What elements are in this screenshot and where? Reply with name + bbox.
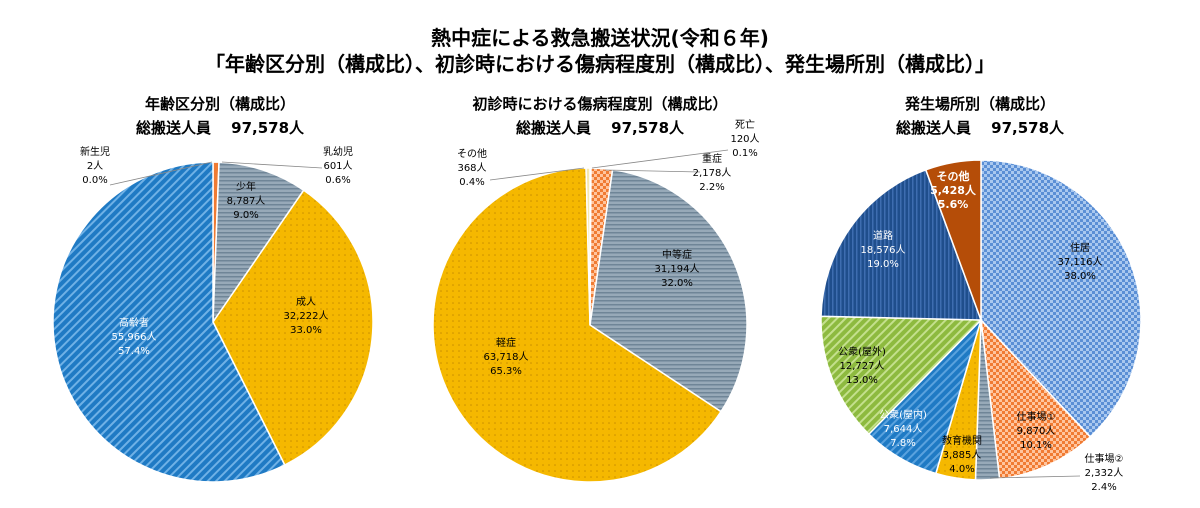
chart3-label-4: 公衆(屋内) 7,644人 7.8% (879, 408, 927, 449)
chart1-label-4: 高齢者 55,966人 57.4% (112, 316, 157, 357)
chart3-label-7: その他 5,428人 5.6% (930, 169, 977, 211)
chart1-slice-3 (212, 189, 374, 467)
chart2-label-3: 軽症 63,718人 65.3% (484, 336, 529, 377)
chart3-slice-6 (820, 168, 983, 321)
chart2-slice-3 (432, 167, 722, 483)
chart3-label-2: 仕事場② 2,332人 2.4% (1085, 452, 1124, 493)
chart3-label-6: 道路 18,576人 19.0% (861, 229, 906, 270)
chart1-leader-0 (109, 161, 213, 186)
main-title-line2: 「年齢区分別（構成比）、初診時における傷病程度別（構成比）、発生場所別（構成比）… (205, 52, 995, 76)
chart3-label-1: 仕事場① 9,870人 10.1% (1017, 410, 1056, 451)
chart2-label-1: 重症 2,178人 2.2% (693, 152, 732, 193)
chart2-subtitle: 総搬送人員 97,578人 (515, 119, 685, 137)
chart3-slice-5 (820, 315, 983, 436)
chart2-label-2: 中等症 31,194人 32.0% (655, 248, 700, 289)
chart3-title: 発生場所別（構成比） (904, 95, 1055, 113)
main-title-line1: 熱中症による救急搬送状況(令和６年) (431, 26, 769, 50)
chart2-leader-4 (489, 167, 585, 181)
chart2-label-0: 死亡 120人 0.1% (730, 118, 759, 159)
chart3-leader-2 (989, 475, 1081, 479)
chart1-slice-2 (212, 161, 305, 325)
chart3-slice-1 (979, 317, 1092, 480)
chart1-slice-4 (52, 161, 286, 483)
chart1-label-1: 乳幼児 601人 0.6% (323, 145, 353, 186)
chart1-header: 年齢区分別（構成比） 総搬送人員 97,578人 (60, 92, 380, 140)
chart1-title: 年齢区分別（構成比） (144, 95, 295, 113)
chart3-slice-0 (980, 159, 1142, 438)
chart3-label-0: 住居 37,116人 38.0% (1058, 241, 1103, 282)
chart2-slice-4 (585, 167, 591, 326)
chart3-slice-7 (924, 159, 982, 321)
chart1-label-3: 成人 32,222人 33.0% (284, 296, 329, 336)
chart1-leader-1 (221, 161, 323, 169)
chart3-label-5: 公衆(屋外) 12,727人 13.0% (838, 345, 886, 386)
chart2-title: 初診時における傷病程度別（構成比） (472, 95, 728, 113)
chart2-leader-1 (604, 169, 701, 173)
chart1-label-2: 少年 8,787人 9.0% (227, 180, 266, 221)
chart3-header: 発生場所別（構成比） 総搬送人員 97,578人 (830, 92, 1130, 140)
chart2-header: 初診時における傷病程度別（構成比） 総搬送人員 97,578人 (420, 92, 780, 140)
chart2-slice-2 (589, 168, 748, 413)
chart2-leader-0 (591, 149, 729, 169)
chart3-subtitle: 総搬送人員 97,578人 (895, 119, 1065, 137)
chart3-label-3: 教育機関 3,885人 4.0% (942, 434, 982, 475)
chart1-label-0: 新生児 2人 0.0% (80, 145, 110, 186)
chart1-subtitle: 総搬送人員 97,578人 (135, 119, 305, 137)
chart2-label-4: その他 368人 0.4% (457, 147, 487, 188)
